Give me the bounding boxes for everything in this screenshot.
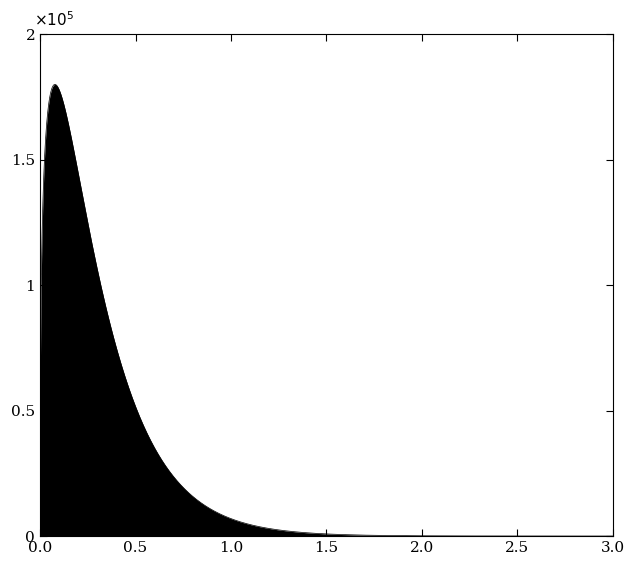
Text: $\times 10^5$: $\times 10^5$ — [34, 10, 74, 29]
